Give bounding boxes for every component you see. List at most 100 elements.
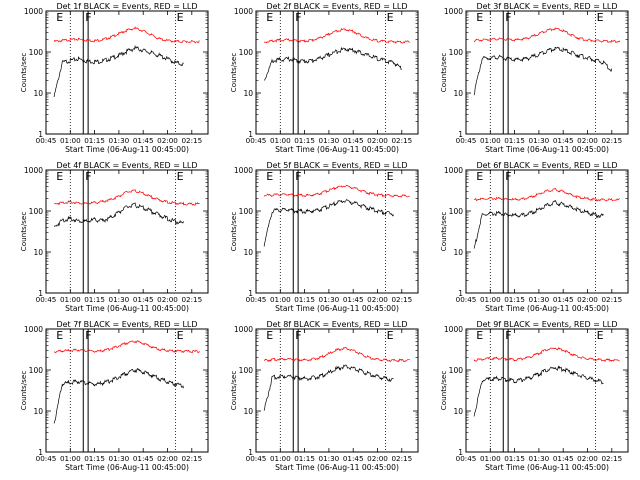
y-tick-label: 1 bbox=[38, 448, 43, 457]
y-tick-label: 10 bbox=[243, 248, 253, 257]
x-tick-label: 00:45 bbox=[36, 136, 57, 145]
y-tick-label: 100 bbox=[29, 366, 44, 375]
marker-label: F bbox=[505, 329, 511, 342]
plot-frame bbox=[45, 10, 209, 135]
marker-label: F bbox=[85, 329, 91, 342]
chart-panel-3: Det 3f BLACK = Events, RED = LLD 1 10 100 10… bbox=[439, 2, 629, 154]
lld-series-line bbox=[53, 26, 200, 44]
marker-label: E bbox=[177, 11, 184, 24]
x-tick-label: 01:15 bbox=[294, 454, 315, 463]
marker-label: E bbox=[177, 329, 184, 342]
y-axis-label: Counts/sec bbox=[439, 371, 448, 411]
marker-label: E bbox=[387, 11, 394, 24]
x-tick-label: 02:15 bbox=[391, 454, 412, 463]
x-tick-label: 01:30 bbox=[529, 136, 550, 145]
x-axis-label: Start Time (06-Aug-11 00:45:00) bbox=[485, 463, 609, 472]
chart-panel-4: Det 4f BLACK = Events, RED = LLD 1 10 100 10… bbox=[19, 161, 209, 313]
y-tick-label: 100 bbox=[29, 207, 44, 216]
x-axis-label: Start Time (06-Aug-11 00:45:00) bbox=[65, 304, 189, 313]
marker-label: E bbox=[56, 329, 63, 342]
x-tick-label: 01:00 bbox=[270, 295, 291, 304]
y-tick-label: 10 bbox=[243, 407, 253, 416]
x-tick-label: 02:15 bbox=[181, 136, 202, 145]
x-tick-label: 02:00 bbox=[577, 295, 598, 304]
x-tick-label: 01:15 bbox=[294, 136, 315, 145]
x-axis-label: Start Time (06-Aug-11 00:45:00) bbox=[275, 145, 399, 154]
y-axis-label: Counts/sec bbox=[19, 371, 28, 411]
x-tick-label: 01:15 bbox=[84, 136, 105, 145]
chart-title: Det 2f BLACK = Events, RED = LLD bbox=[266, 2, 407, 11]
x-tick-label: 02:15 bbox=[601, 136, 622, 145]
x-tick-label: 02:00 bbox=[367, 295, 388, 304]
chart-title: Det 6f BLACK = Events, RED = LLD bbox=[476, 161, 617, 170]
events-series-line bbox=[473, 46, 612, 96]
x-tick-label: 02:00 bbox=[157, 295, 178, 304]
y-axis-label: Counts/sec bbox=[229, 212, 238, 252]
x-tick-label: 02:15 bbox=[601, 295, 622, 304]
x-tick-label: 02:00 bbox=[157, 136, 178, 145]
y-tick-label: 1 bbox=[458, 448, 463, 457]
x-tick-label: 01:15 bbox=[294, 295, 315, 304]
events-series-line bbox=[263, 198, 394, 247]
marker-label: E bbox=[266, 329, 273, 342]
marker-label: E bbox=[266, 170, 273, 183]
x-tick-label: 00:45 bbox=[246, 295, 267, 304]
y-tick-label: 1 bbox=[458, 289, 463, 298]
x-tick-label: 01:00 bbox=[480, 454, 501, 463]
marker-label: E bbox=[476, 170, 483, 183]
x-tick-label: 01:00 bbox=[60, 454, 81, 463]
x-tick-label: 02:00 bbox=[577, 136, 598, 145]
marker-label: F bbox=[85, 170, 91, 183]
lld-series-line bbox=[53, 189, 200, 206]
chart-panel-2: Det 2f BLACK = Events, RED = LLD 1 10 100 10… bbox=[229, 2, 419, 154]
x-axis-label: Start Time (06-Aug-11 00:45:00) bbox=[275, 304, 399, 313]
x-tick-label: 01:30 bbox=[529, 295, 550, 304]
y-tick-label: 1000 bbox=[24, 7, 43, 16]
x-tick-label: 00:45 bbox=[246, 454, 267, 463]
y-tick-label: 100 bbox=[449, 48, 464, 57]
events-series-line bbox=[53, 367, 184, 424]
marker-label: E bbox=[387, 170, 394, 183]
chart-title: Det 5f BLACK = Events, RED = LLD bbox=[266, 161, 407, 170]
y-tick-label: 10 bbox=[243, 89, 253, 98]
x-tick-label: 01:45 bbox=[553, 454, 574, 463]
x-tick-label: 01:15 bbox=[84, 454, 105, 463]
marker-label: F bbox=[295, 11, 301, 24]
x-tick-label: 02:15 bbox=[181, 295, 202, 304]
x-tick-label: 01:45 bbox=[553, 136, 574, 145]
x-tick-label: 00:45 bbox=[246, 136, 267, 145]
y-tick-label: 100 bbox=[449, 366, 464, 375]
y-tick-label: 10 bbox=[33, 89, 43, 98]
marker-label: F bbox=[85, 11, 91, 24]
events-series-line bbox=[263, 364, 394, 411]
x-tick-label: 01:45 bbox=[553, 295, 574, 304]
x-tick-label: 01:45 bbox=[343, 454, 364, 463]
chart-title: Det 3f BLACK = Events, RED = LLD bbox=[476, 2, 617, 11]
marker-label: E bbox=[597, 170, 604, 183]
x-tick-label: 02:00 bbox=[157, 454, 178, 463]
chart-title: Det 1f BLACK = Events, RED = LLD bbox=[56, 2, 197, 11]
x-tick-label: 01:30 bbox=[319, 295, 340, 304]
plot-frame bbox=[465, 328, 629, 453]
plot-frame bbox=[465, 10, 629, 135]
x-tick-label: 02:00 bbox=[577, 454, 598, 463]
y-axis-label: Counts/sec bbox=[229, 53, 238, 93]
x-tick-label: 00:45 bbox=[456, 136, 477, 145]
x-tick-label: 01:30 bbox=[319, 454, 340, 463]
x-tick-label: 02:15 bbox=[601, 454, 622, 463]
events-series-line bbox=[263, 46, 402, 81]
x-axis-label: Start Time (06-Aug-11 00:45:00) bbox=[275, 463, 399, 472]
chart-panel-1: Det 1f BLACK = Events, RED = LLD 1 10 100 10… bbox=[19, 2, 209, 154]
x-tick-label: 01:15 bbox=[504, 136, 525, 145]
x-tick-label: 01:30 bbox=[319, 136, 340, 145]
y-tick-label: 1000 bbox=[234, 325, 253, 334]
events-series-line bbox=[53, 44, 184, 98]
x-tick-label: 01:45 bbox=[133, 454, 154, 463]
marker-label: E bbox=[56, 11, 63, 24]
y-tick-label: 10 bbox=[453, 248, 463, 257]
y-axis-label: Counts/sec bbox=[19, 53, 28, 93]
marker-label: E bbox=[387, 329, 394, 342]
marker-label: E bbox=[177, 170, 184, 183]
y-tick-label: 1 bbox=[458, 130, 463, 139]
